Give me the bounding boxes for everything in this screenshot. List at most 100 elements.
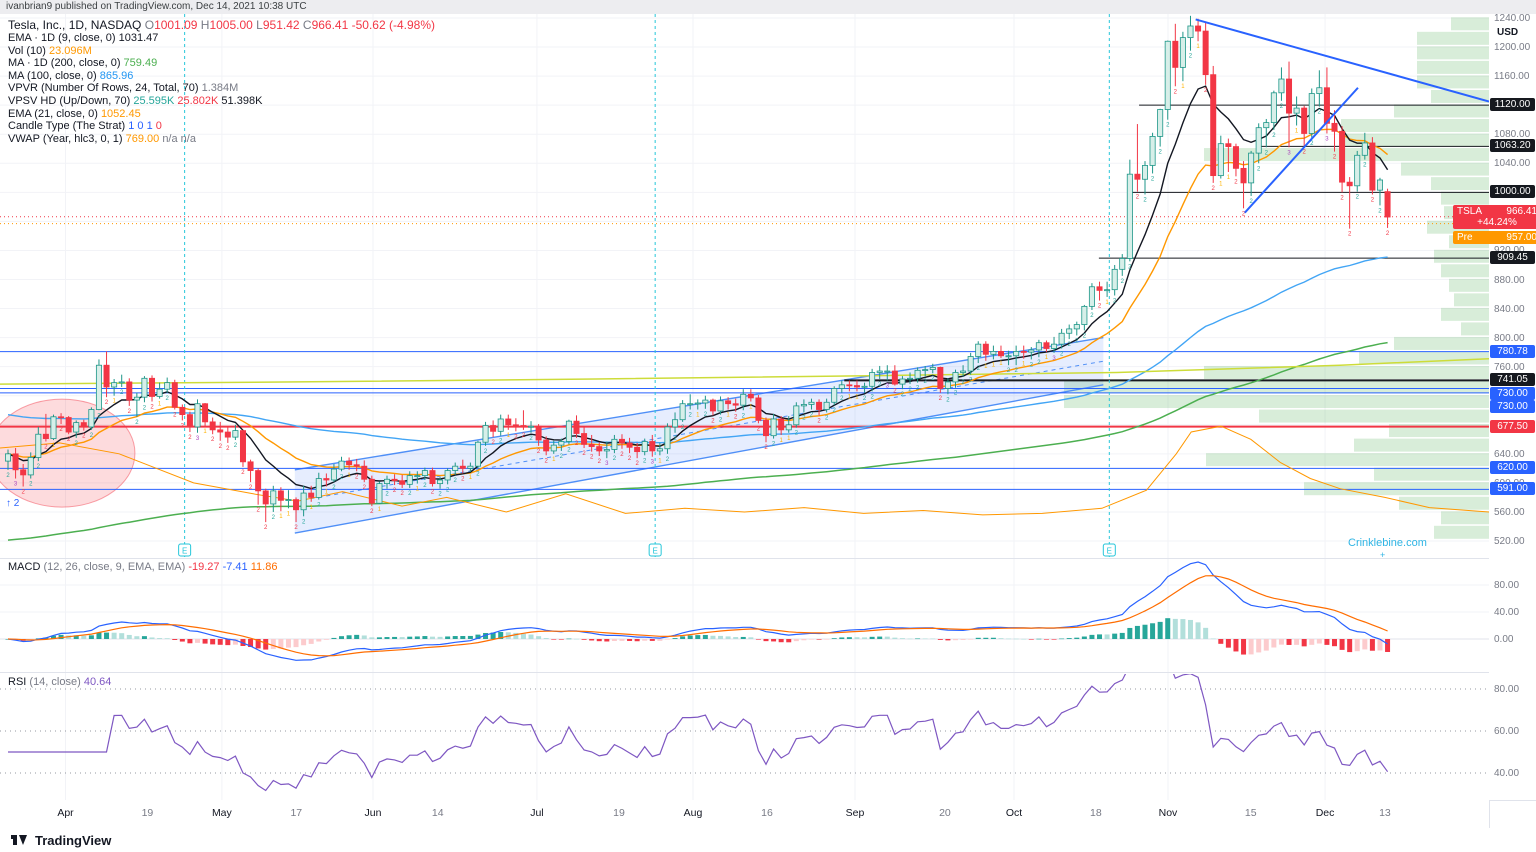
indicator-legend-row[interactable]: EMA (21, close, 0) 1052.45: [8, 108, 435, 121]
vpvr-bar: [1417, 75, 1489, 89]
strat-digit: 2: [1249, 199, 1253, 205]
macd-hist-bar: [975, 637, 981, 639]
candle: [588, 443, 595, 447]
time-tick-label: Jun: [364, 807, 382, 819]
candle: [1051, 343, 1058, 349]
strat-digit: 2: [1037, 360, 1041, 366]
strat-digit: 2: [272, 515, 276, 521]
legend-text: 1 0 1: [128, 120, 156, 133]
candle: [512, 424, 519, 427]
candle: [838, 384, 845, 389]
indicator-legend-row[interactable]: MA · 1D (200, close, 0) 759.49: [8, 57, 435, 70]
price-scale[interactable]: 1240.00 1200.00 1160.00 1080.00 1040.00 920.0…: [1453, 13, 1536, 800]
macd-hist-bar: [1294, 639, 1300, 645]
strat-digit: 1: [855, 394, 859, 400]
macd-hist-bar: [528, 634, 534, 639]
candle: [907, 377, 914, 380]
strat-digit: 2: [666, 457, 670, 463]
legend-text: 1005.00: [209, 18, 257, 32]
candle: [270, 490, 277, 505]
macd-hist-bar: [339, 636, 345, 639]
indicator-legend-row[interactable]: VPVR (Number Of Rows, 24, Total, 70) 1.3…: [8, 82, 435, 95]
vpvr-bar: [1451, 17, 1489, 31]
strat-digit: 2: [363, 485, 367, 491]
indicator-legend-row[interactable]: VPSV HD (Up/Down, 70) 25.595K 25.802K 51…: [8, 95, 435, 108]
candle: [1149, 136, 1156, 166]
legend-text: (12, 26, close, 9, EMA, EMA): [43, 561, 189, 573]
pane-separator-macd[interactable]: [0, 558, 1536, 559]
vpvr-bar: [1441, 191, 1489, 205]
strat-digit: 3: [14, 482, 18, 488]
time-tick-label: 13: [1379, 807, 1391, 819]
candle: [217, 429, 224, 433]
price-tick-label: 1160.00: [1494, 71, 1530, 83]
tradingview-logo-icon[interactable]: [10, 831, 28, 849]
candle: [960, 370, 967, 373]
strat-digit: 2: [673, 436, 677, 442]
strat-digit: 2: [249, 485, 253, 491]
strat-digit: 2: [878, 382, 882, 388]
macd-hist-bar: [1332, 639, 1337, 647]
strat-digit: 2: [454, 478, 458, 484]
candle: [709, 399, 716, 412]
macd-hist-bar: [968, 639, 974, 640]
candle: [88, 409, 95, 428]
trendlines-layer: [1195, 18, 1490, 214]
pane-separator-rsi[interactable]: [0, 672, 1536, 673]
macd-hist-bar: [983, 637, 989, 639]
indicator-legend-row[interactable]: MA (100, close, 0) 865.96: [8, 70, 435, 83]
candle: [73, 422, 80, 433]
macd-hist-bar: [892, 637, 898, 639]
candle: [118, 381, 125, 384]
indicator-legend-row[interactable]: Vol (10) 23.096M: [8, 45, 435, 58]
indicator-legend-row[interactable]: VWAP (Year, hlc3, 0, 1) 769.00 n/a n/a: [8, 133, 435, 146]
candle: [1225, 143, 1232, 147]
candle: [42, 433, 49, 439]
macd-hist-bar: [566, 638, 572, 640]
indicator-legend-row[interactable]: EMA · 1D (9, close, 0) 1031.47: [8, 32, 435, 45]
time-scale[interactable]: Apr 19 May 17 Jun 14 Jul 19 Aug 16 Sep 20 Oct 18 Nov 15…: [0, 800, 1489, 828]
price-tick-label: 920.00: [1494, 245, 1525, 256]
candle: [300, 492, 307, 511]
macd-hist-bar: [1278, 639, 1284, 645]
macd-hist-bar: [369, 637, 375, 639]
tradingview-wordmark[interactable]: TradingView: [35, 832, 112, 848]
volume-profile-layer: [1064, 17, 1489, 539]
horizontal-lines-layer: [0, 104, 1489, 490]
vpvr-bar: [1064, 395, 1489, 409]
strat-digit: 2: [598, 459, 602, 465]
macd-hist-bar: [1263, 639, 1269, 651]
earnings-flag[interactable]: [648, 543, 662, 557]
macd-hist-bar: [771, 639, 777, 642]
candle: [1217, 143, 1224, 177]
indicator-legend-row[interactable]: Candle Type (The Strat) 1 0 1 0: [8, 120, 435, 133]
macd-hist-bar: [126, 634, 132, 639]
strat-digit: 2: [1083, 333, 1087, 339]
strat-digit: 2: [734, 415, 738, 421]
strat-digit: 2: [1098, 304, 1102, 310]
candle: [1096, 286, 1103, 291]
earnings-flag[interactable]: [178, 543, 192, 557]
macd-hist-bar: [1233, 639, 1239, 652]
rsi-pane-label[interactable]: RSI (14, close) 40.64: [8, 676, 111, 688]
strat-digit: 2: [1280, 104, 1284, 110]
strat-digit: 3: [1052, 356, 1056, 362]
macd-hist-bar: [1187, 619, 1193, 639]
strat-digit: 2: [105, 400, 109, 406]
candle: [899, 378, 906, 385]
symbol-legend-row[interactable]: Tesla, Inc., 1D, NASDAQ O1001.09 H1005.0…: [8, 18, 435, 32]
candle: [1081, 305, 1088, 325]
strat-digit: 2: [59, 427, 63, 433]
macd-hist-bar: [407, 636, 413, 639]
strat-digit: 1: [378, 507, 382, 513]
macd-hist-bar: [1059, 638, 1065, 640]
earnings-flag[interactable]: [1102, 543, 1116, 557]
strat-digit: 2: [128, 409, 132, 415]
time-tick-label: 17: [290, 807, 303, 819]
candle: [1020, 351, 1027, 353]
macd-hist-bar: [1119, 632, 1125, 639]
macd-pane-label[interactable]: MACD (12, 26, close, 9, EMA, EMA) -19.27…: [8, 561, 277, 573]
strat-digit: 2: [408, 491, 412, 497]
